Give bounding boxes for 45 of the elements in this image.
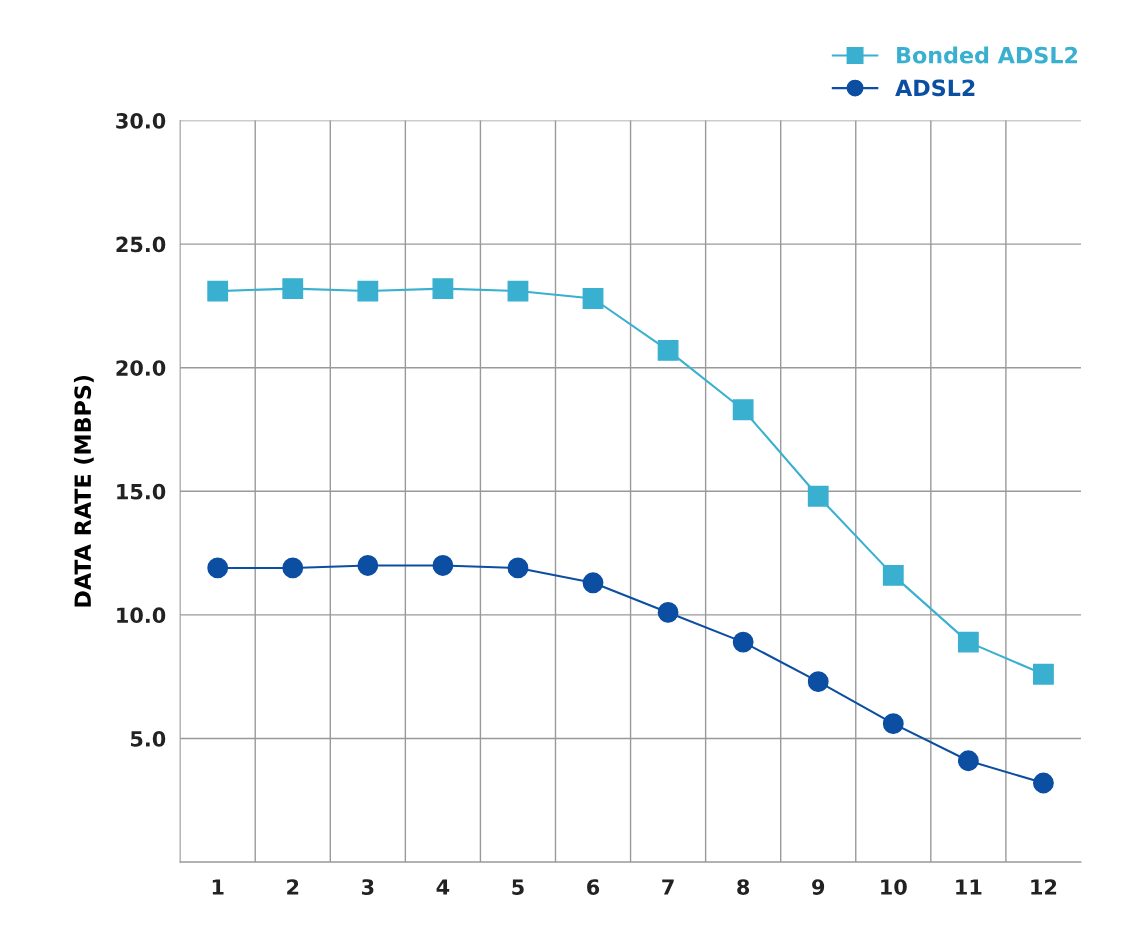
point — [882, 713, 904, 735]
point — [957, 631, 979, 653]
point — [207, 280, 229, 302]
point — [507, 557, 529, 579]
point — [1033, 772, 1054, 794]
x-tick-label: 1 — [212, 879, 224, 895]
legend-label: Bonded ADSL2 — [897, 46, 1078, 64]
point — [657, 602, 679, 623]
x-tick-label: 3 — [361, 879, 374, 895]
point — [207, 557, 229, 579]
point — [732, 631, 754, 653]
x-tick-label: 10 — [881, 879, 907, 895]
y-axis-title: DATA RATE (MBPS) — [73, 375, 94, 607]
x-tick-label: 8 — [737, 879, 750, 895]
point — [957, 750, 979, 772]
point — [732, 399, 754, 421]
point — [582, 288, 604, 309]
point — [357, 555, 379, 576]
point — [807, 485, 829, 507]
point — [507, 280, 529, 302]
point — [657, 339, 679, 361]
point — [1033, 663, 1054, 685]
x-tick-label: 5 — [512, 879, 524, 895]
x-tick-label: 6 — [587, 879, 600, 895]
y-tick-label: 20.0 — [116, 360, 166, 376]
y-tick-label: 5.0 — [130, 730, 166, 747]
point — [282, 557, 304, 579]
y-tick-label: 10.0 — [117, 607, 166, 624]
point — [432, 278, 454, 300]
x-tick-label: 12 — [1031, 879, 1057, 895]
x-tick-label: 2 — [287, 879, 299, 895]
x-tick-label: 11 — [956, 879, 982, 895]
x-tick-label: 9 — [812, 879, 825, 895]
point — [882, 564, 904, 586]
x-tick-label: 7 — [662, 879, 674, 895]
point — [282, 278, 304, 300]
y-tick-label: 15.0 — [117, 483, 166, 500]
point — [432, 555, 454, 576]
x-tick-label: 4 — [436, 879, 450, 895]
legend-label: ADSL2 — [895, 79, 975, 97]
point — [807, 671, 829, 693]
point — [357, 280, 379, 302]
point — [582, 572, 604, 594]
y-tick-label: 30.0 — [116, 112, 166, 129]
y-tick-label: 25.0 — [116, 236, 166, 253]
